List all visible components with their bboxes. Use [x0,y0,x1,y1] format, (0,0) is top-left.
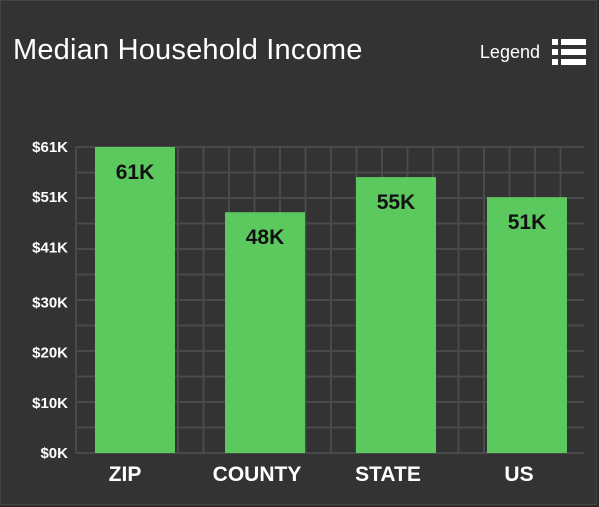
y-tick-label: $51K [32,189,68,206]
legend-toggle-button[interactable]: Legend [480,39,586,65]
x-category-label: ZIP [109,463,142,486]
x-category-label: STATE [355,463,421,486]
bar-value-label: 55K [377,191,416,214]
bars-layer [95,147,567,453]
y-tick-label: $41K [32,239,68,256]
bar-state[interactable] [356,177,436,453]
legend-label: Legend [479,41,540,62]
bar-value-label: 61K [116,161,155,184]
bar-value-label: 51K [508,211,547,234]
x-category-label: US [504,463,533,486]
y-tick-label: $10K [32,395,68,412]
y-tick-label: $0K [40,445,68,462]
y-tick-label: $20K [32,345,68,362]
y-tick-label: $30K [32,295,68,312]
chart-title: Median Household Income [13,34,363,66]
x-category-label: COUNTY [213,463,302,486]
bar-county[interactable] [225,212,305,453]
labels-layer: $0K $10K $20K $30K $41K $51K $61K 61K ZIP 48K COUN… [32,139,546,486]
bar-zip[interactable] [95,147,175,453]
bar-value-label: 48K [246,226,285,249]
bar-us[interactable] [487,197,567,453]
y-tick-label: $61K [32,139,68,156]
list-icon[interactable] [552,39,586,65]
